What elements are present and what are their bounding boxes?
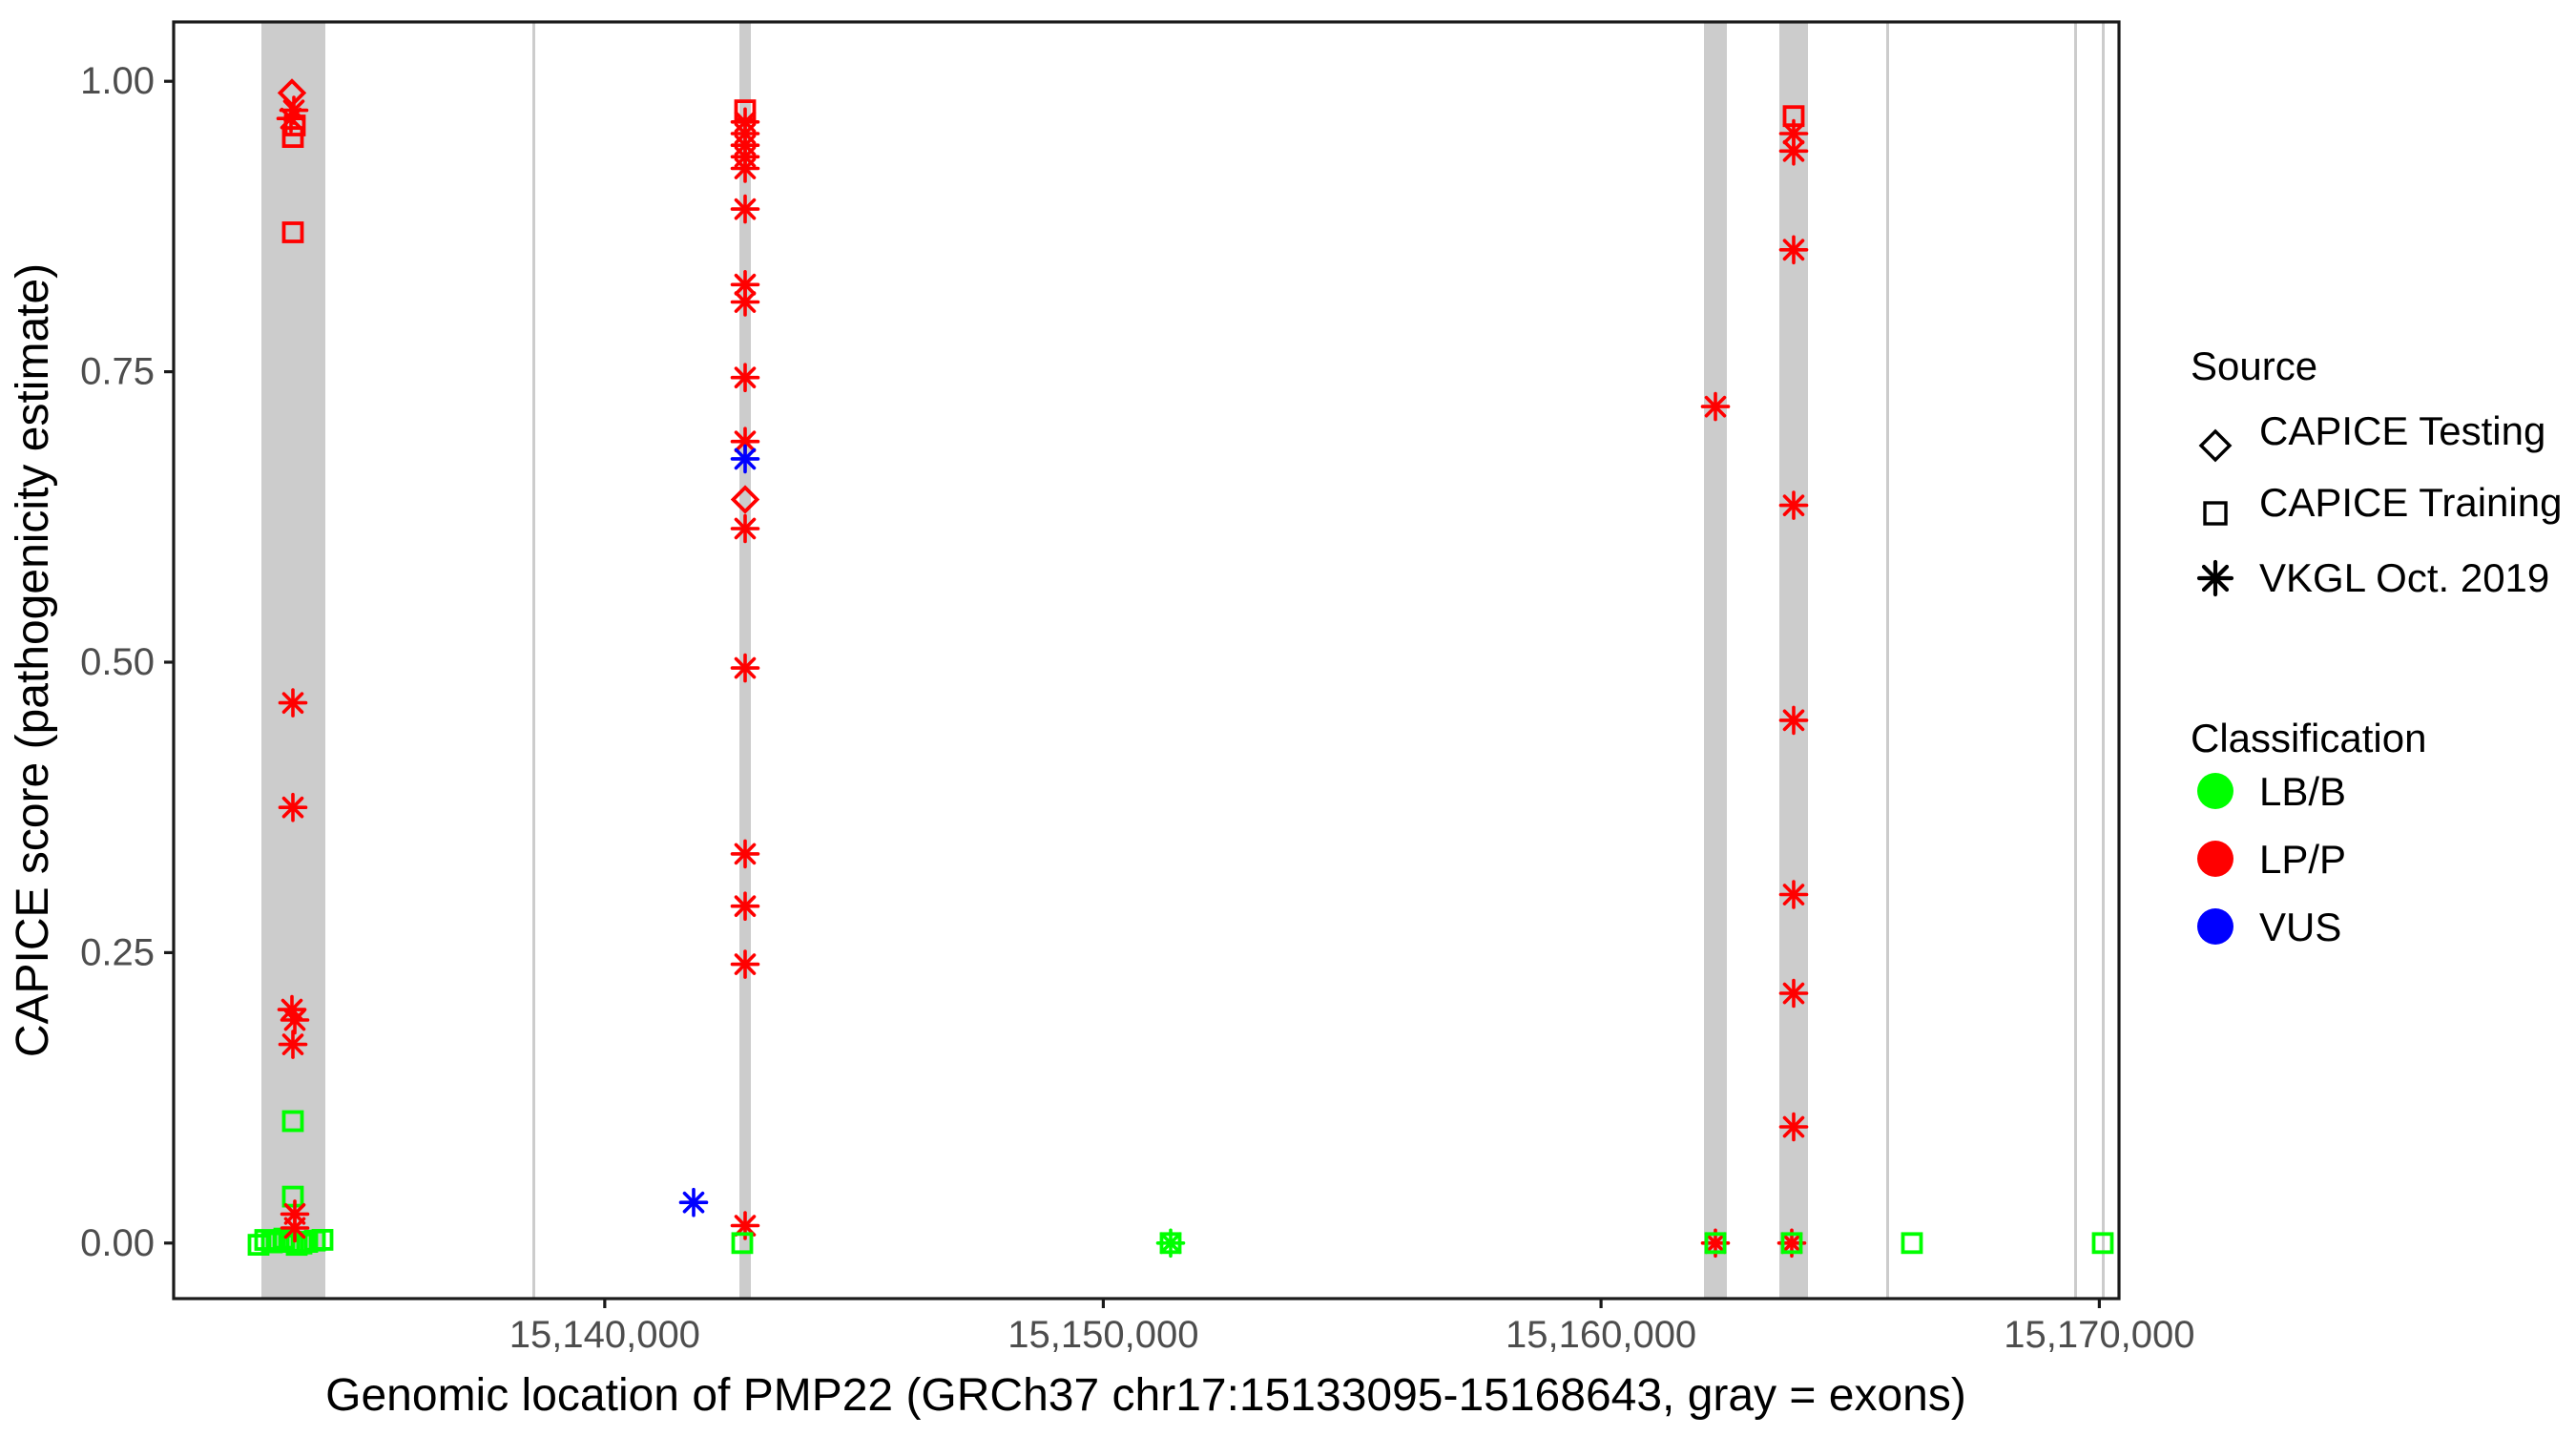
svg-text:CAPICE Testing: CAPICE Testing — [2259, 408, 2545, 453]
svg-text:0.75: 0.75 — [80, 351, 155, 393]
svg-text:LP/P: LP/P — [2259, 837, 2346, 882]
svg-text:CAPICE score (pathogenicity es: CAPICE score (pathogenicity estimate) — [8, 263, 58, 1057]
svg-text:15,150,000: 15,150,000 — [1008, 1314, 1198, 1356]
svg-text:Source: Source — [2191, 343, 2317, 388]
svg-text:LB/B: LB/B — [2259, 769, 2346, 814]
svg-text:1.00: 1.00 — [80, 60, 155, 102]
svg-text:15,140,000: 15,140,000 — [509, 1314, 700, 1356]
svg-text:0.00: 0.00 — [80, 1222, 155, 1264]
svg-text:VKGL Oct. 2019: VKGL Oct. 2019 — [2259, 555, 2549, 600]
svg-text:VUS: VUS — [2259, 905, 2341, 949]
svg-text:15,160,000: 15,160,000 — [1506, 1314, 1696, 1356]
svg-text:Classification: Classification — [2191, 716, 2426, 760]
svg-text:15,170,000: 15,170,000 — [2004, 1314, 2194, 1356]
svg-text:0.25: 0.25 — [80, 931, 155, 973]
svg-text:Genomic location of PMP22 (GRC: Genomic location of PMP22 (GRCh37 chr17:… — [325, 1370, 1966, 1421]
svg-text:CAPICE Training: CAPICE Training — [2259, 480, 2562, 525]
svg-text:0.50: 0.50 — [80, 641, 155, 683]
